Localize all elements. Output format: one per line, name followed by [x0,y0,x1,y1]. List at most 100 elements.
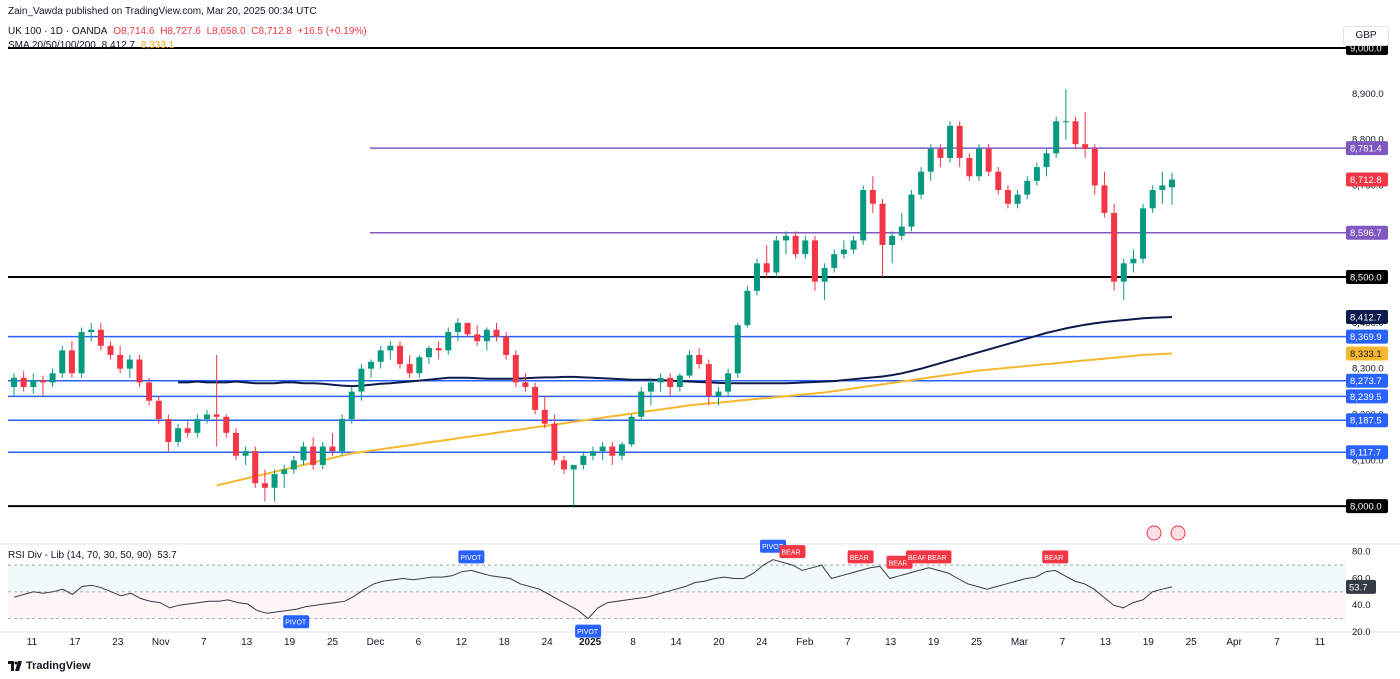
candle-body [1043,153,1050,168]
sma-value-1: 8,412.7 [101,40,136,51]
candle-body [1101,185,1108,213]
candle-body [985,148,992,172]
candle-body [136,359,143,383]
candle-body [368,361,375,369]
candle-body [1149,190,1156,209]
tradingview-brand: TradingView [26,660,91,672]
candle-body [242,451,249,456]
price-label: 8,239.5 [1350,392,1382,403]
x-tick-label: Apr [1226,637,1242,648]
rsi-upper-band [8,565,1346,592]
y-tick-label: 8,300.0 [1352,364,1384,375]
candle-body [966,157,973,177]
candle-body [1140,208,1147,259]
sma-100-line [178,316,1173,388]
rsi-label: RSI Div - Lib (14, 70, 30, 50, 90) [8,550,152,561]
candle-body [725,373,732,392]
x-tick-label: Feb [796,637,814,648]
candle-body [213,414,220,417]
candle-body [223,416,230,433]
y-tick-label: 8,100.0 [1352,455,1384,466]
candle-body [204,414,210,420]
candle-body [705,364,712,397]
candle-body [840,249,847,255]
candle-body [30,380,37,388]
bear-signal-label: BEAR [927,555,946,562]
rsi-value: 53.7 [157,550,177,561]
currency-button[interactable]: GBP [1343,26,1389,46]
bear-signal-badge [779,545,806,559]
candle-body [1004,190,1011,204]
candle-body [995,171,1002,191]
candle-body [889,235,896,245]
x-tick-label: 17 [69,637,81,648]
rsi-legend[interactable]: RSI Div - Lib (14, 70, 30, 50, 90) 53.7 [8,550,180,561]
candle-body [792,235,799,255]
candle-body [155,400,162,420]
price-label: 8,333.1 [1350,349,1382,360]
rsi-line [13,559,1173,620]
price-label: 8,712.8 [1350,175,1382,186]
candle-body [397,345,403,365]
candle-body [561,460,568,470]
y-tick-label: 8,900.0 [1352,89,1384,100]
bear-signal-badge [847,550,874,564]
y-tick-label: 8,800.0 [1352,135,1384,146]
candle-body [88,329,95,333]
candle-body [763,263,770,273]
symbol-label[interactable]: UK 100 · 1D · OANDA [8,26,108,37]
price-label-bg [1346,499,1388,514]
candle-body [339,419,346,452]
candle-body [252,451,259,484]
candle-body [435,348,442,351]
candle-body [165,419,172,442]
candle-body [850,240,857,250]
candle-body [319,446,326,465]
candle-body [754,263,761,291]
price-label-bg [1346,172,1388,187]
change-value: +16.5 (+0.19%) [297,26,367,37]
x-tick-label: 2025 [579,637,602,648]
high-value: H8,727.6 [160,26,201,37]
candle-body [1072,121,1079,145]
candle-body [686,354,693,376]
candle-body [976,148,982,177]
candle-body [406,364,413,374]
x-tick-label: 23 [112,637,124,648]
x-tick-label: 25 [1186,637,1198,648]
candle-body [416,357,423,374]
x-tick-label: 13 [885,637,897,648]
pivot-label: PIVOT [460,555,482,562]
x-tick-label: 7 [201,637,207,648]
candle-body [49,373,56,383]
candle-body [39,380,46,383]
candle-body [175,428,182,442]
pivot-badge [283,615,310,629]
close-value: C8,712.8 [251,26,292,37]
x-tick-label: 14 [670,637,682,648]
low-value: L8,658.0 [206,26,246,37]
candle-body [676,375,683,388]
candle-body [667,377,674,388]
event-flag-icon [1170,525,1186,541]
tradingview-logo[interactable]: TradingView [8,660,91,672]
rsi-value-badge-text: 53.7 [1349,582,1368,593]
candle-body [590,451,596,456]
price-label-bg [1346,389,1388,404]
x-tick-label: 13 [241,637,253,648]
bear-signal-badge [925,550,952,564]
candle-body [387,345,394,351]
price-label: 8,369.9 [1350,332,1382,343]
price-label-bg [1346,373,1388,388]
bear-signal-label: BEAR [850,555,869,562]
candle-body [78,332,85,374]
candle-body [522,382,529,388]
candle-body [117,354,124,369]
candle-body [696,354,703,365]
candle-body [879,203,886,245]
pivot-badge [458,550,485,564]
candle-body [638,391,645,417]
sma-legend[interactable]: SMA 20/50/100/200 8,412.7 8,333.1 [8,40,177,51]
pivot-label: PIVOT [762,544,784,551]
